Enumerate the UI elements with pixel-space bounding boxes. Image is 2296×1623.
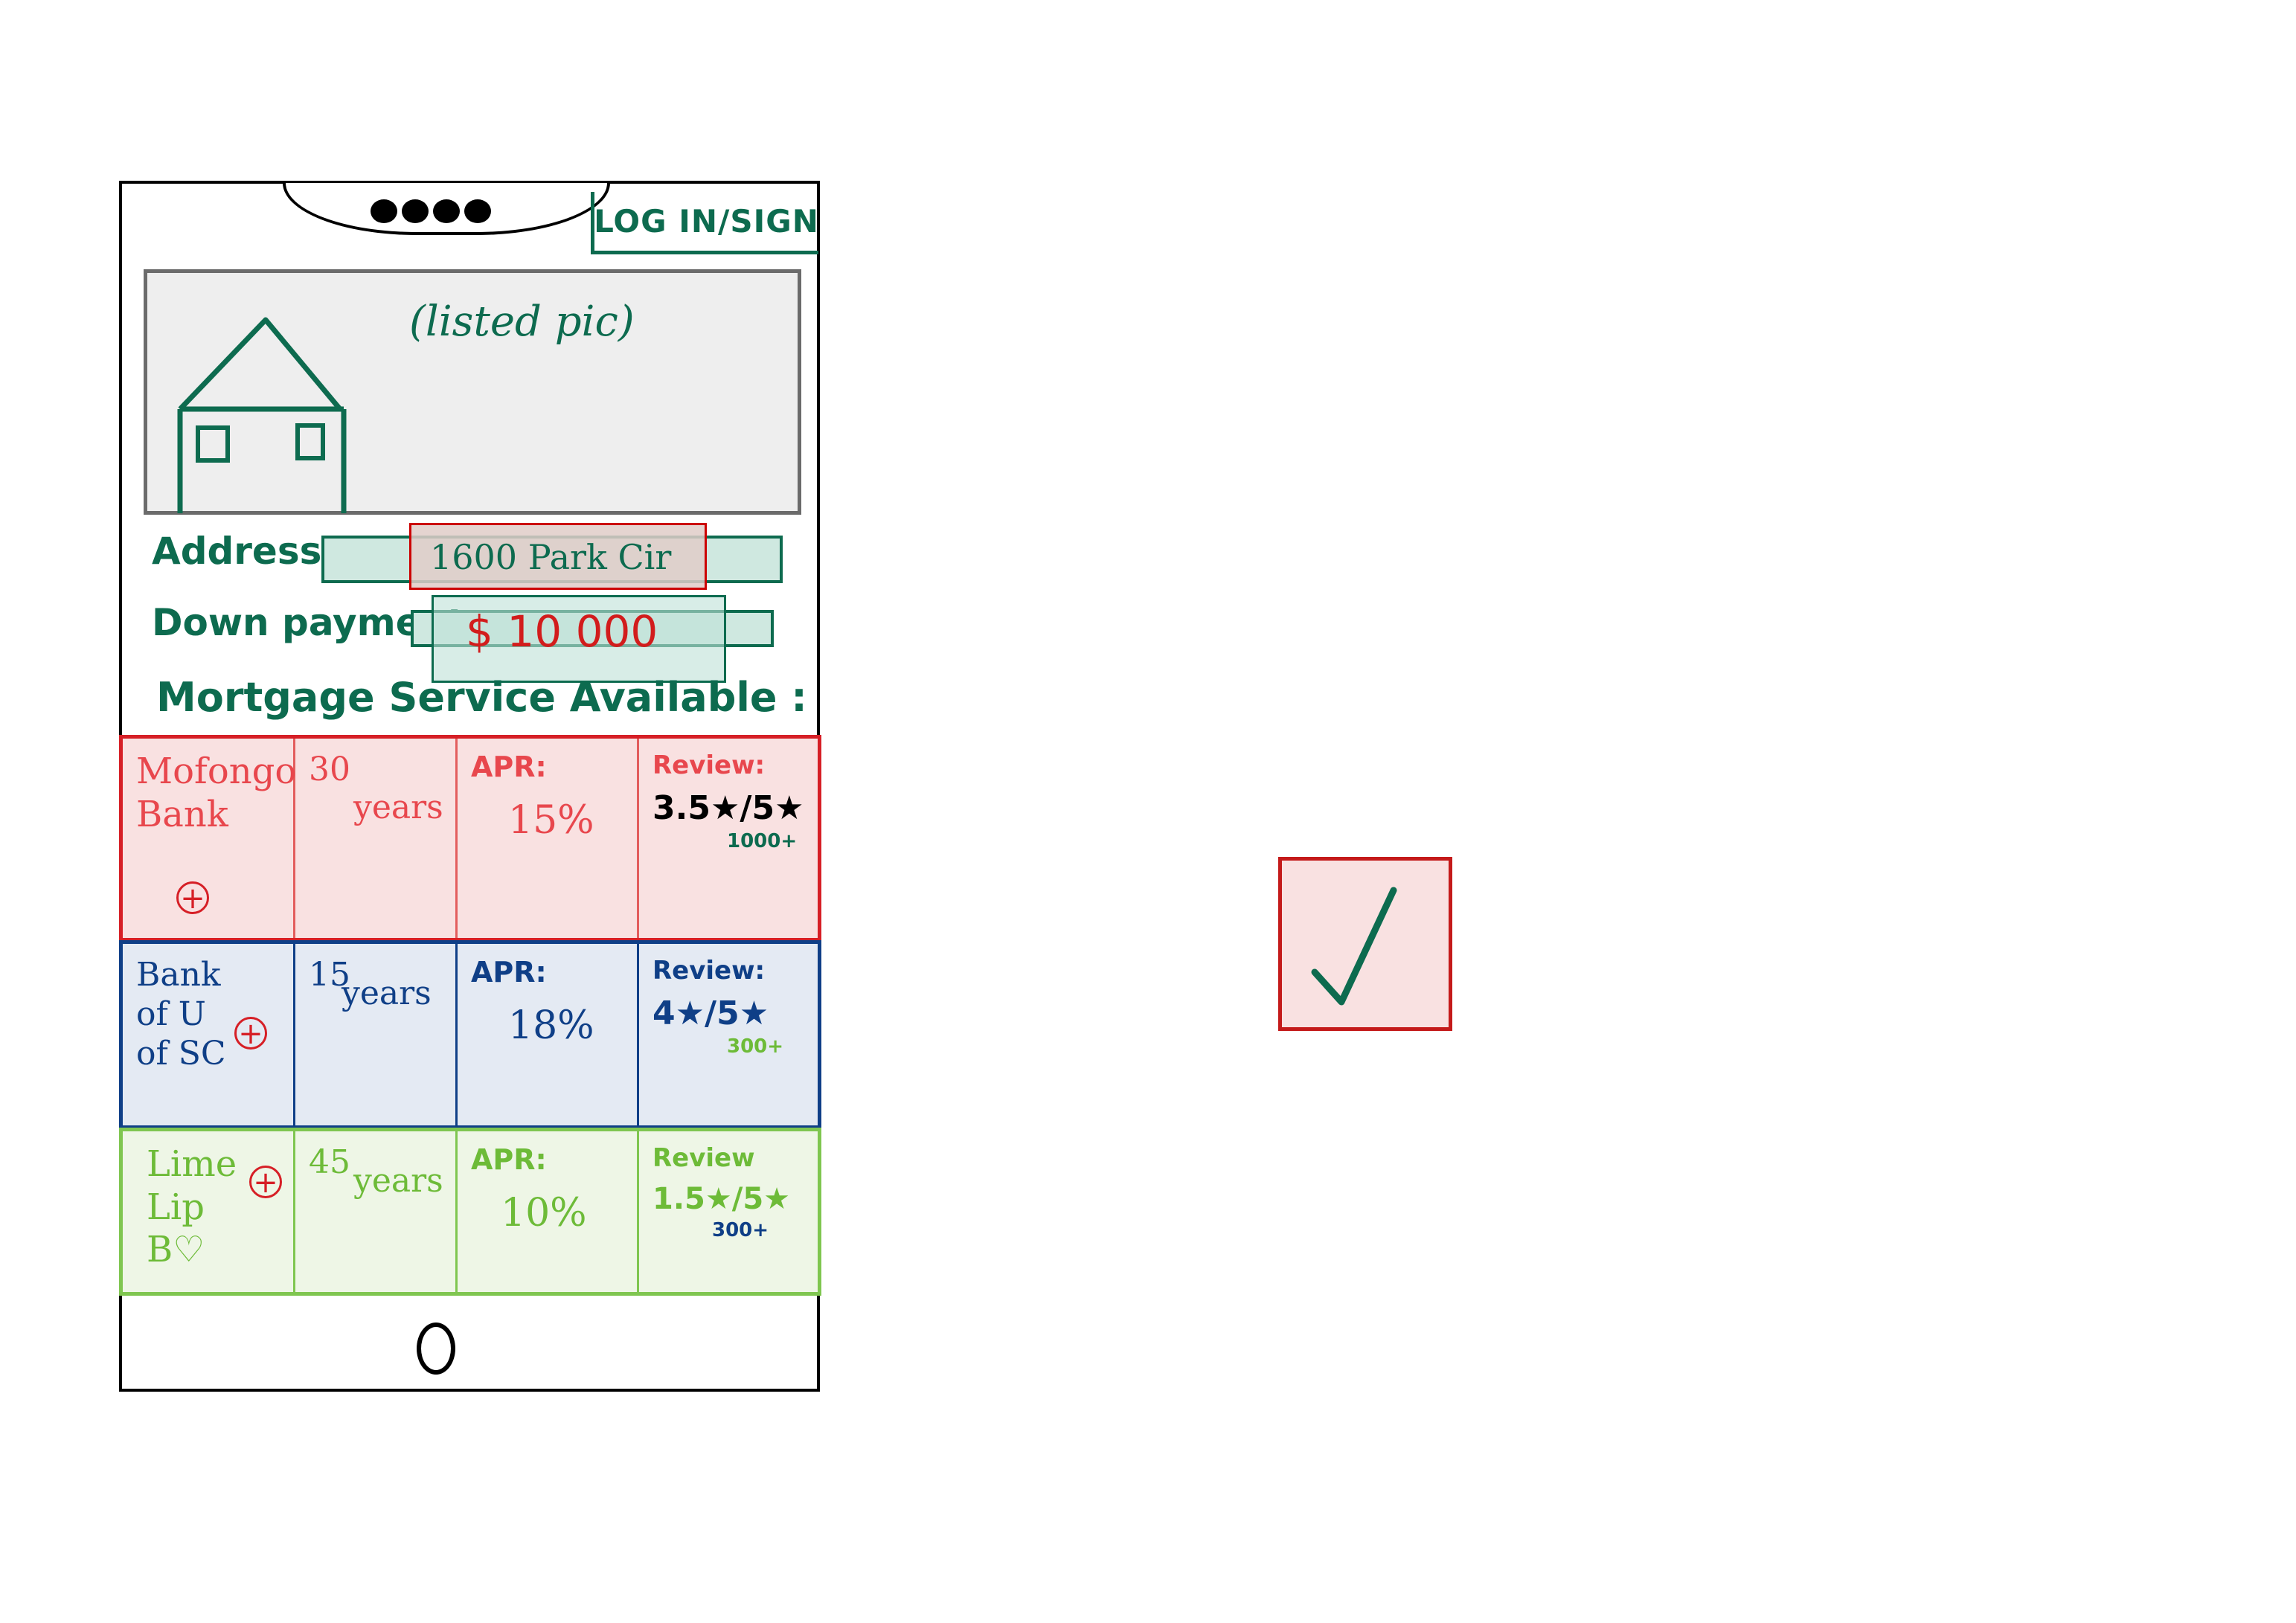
add-icon[interactable]: + [176,881,209,914]
address-label: Address : [152,530,350,573]
down-payment-value: $ 10 000 [466,606,658,657]
apr-label: APR: [471,956,547,989]
review-label: Review: [652,956,766,986]
rating-value: 3.5★/5★ [652,789,804,827]
review-count: 300+ [727,1035,784,1058]
review-label: Review: [652,751,766,780]
term-unit: years [353,788,443,826]
term-number: 15 [309,956,350,994]
listing-picture-label: (listed pic) [409,298,635,346]
confirm-checkbox[interactable] [1278,857,1452,1031]
apr-label: APR: [471,751,547,783]
house-icon [177,317,347,513]
bank-name: Bank of U of SC [136,956,226,1073]
add-icon[interactable]: + [249,1166,282,1198]
review-count: 1000+ [727,830,798,852]
status-dots [365,195,506,225]
rating-value: 1.5★/5★ [652,1182,791,1216]
mortgage-row-mofongo[interactable]: Mofongo Bank + 30 years APR: 15% Review:… [119,735,821,942]
address-highlight [409,523,707,590]
term-unit: years [341,974,432,1012]
rating-value: 4★/5★ [652,994,769,1032]
mortgage-row-bank-of-usc[interactable]: Bank of U of SC + 15 years APR: 18% Revi… [119,940,821,1129]
bank-name: Lime Lip B♡ [147,1143,237,1271]
down-payment-highlight [432,595,726,683]
apr-value: 15% [508,798,594,843]
term-number: 45 [309,1143,350,1181]
mortgage-row-lime-lip[interactable]: Lime Lip B♡ + 45 years APR: 10% Review 1… [119,1128,821,1296]
address-value: 1600 Park Cir [430,537,672,577]
term-number: 30 [309,751,350,788]
mortgage-heading: Mortgage Service Available : [156,674,807,721]
review-label: Review [652,1143,755,1173]
login-signup-button[interactable]: LOG IN/SIGN [591,192,818,254]
bank-name: Mofongo Bank [136,751,297,835]
listing-picture [144,269,801,515]
add-icon[interactable]: + [234,1017,267,1050]
apr-label: APR: [471,1143,547,1176]
home-button[interactable] [417,1322,455,1375]
check-icon [1311,887,1397,1006]
apr-value: 10% [501,1191,587,1235]
term-unit: years [353,1162,443,1200]
review-count: 300+ [712,1219,769,1241]
apr-value: 18% [508,1003,594,1048]
